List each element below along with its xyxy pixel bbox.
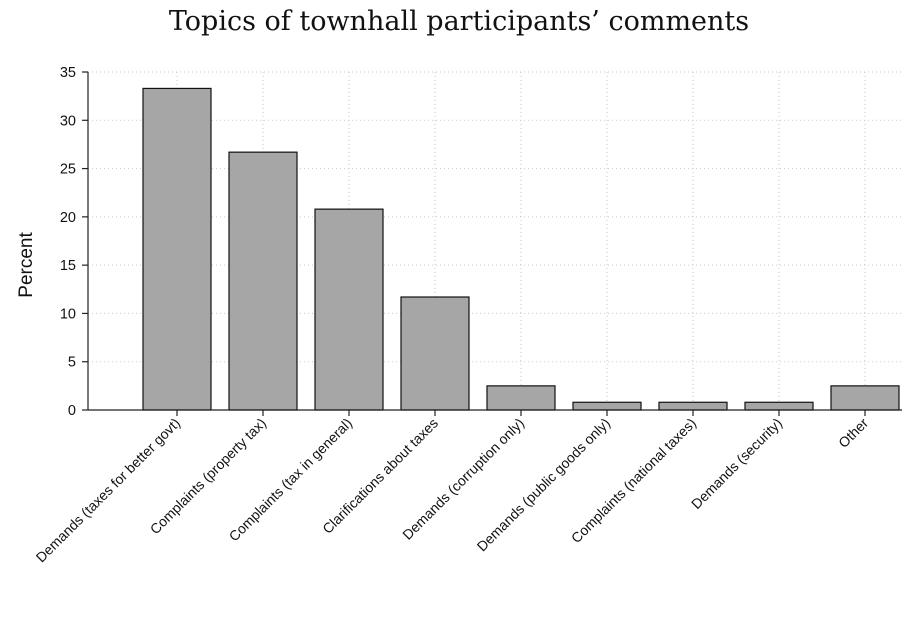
- x-tick-label: Other: [835, 415, 871, 451]
- x-tick-label: Demands (security): [688, 415, 785, 512]
- axes: [82, 71, 902, 416]
- bar: [228, 151, 298, 411]
- bar: [486, 385, 556, 411]
- y-axis-label: Percent: [16, 232, 37, 298]
- bar: [314, 208, 384, 411]
- chart-title: Topics of townhall participants’ comment…: [169, 6, 749, 37]
- bar: [658, 401, 728, 411]
- y-tick-label: 25: [60, 162, 76, 178]
- bar: [400, 296, 470, 411]
- y-tick-label: 15: [60, 258, 76, 274]
- y-tick-label: 10: [60, 306, 76, 322]
- y-tick-label: 5: [68, 355, 76, 371]
- x-tick-label: Demands (taxes for better govt): [33, 415, 184, 566]
- bar: [572, 401, 642, 411]
- bars: [142, 87, 900, 411]
- y-tick-label: 30: [60, 113, 76, 129]
- bar: [142, 87, 212, 411]
- x-tick-labels: Demands (taxes for better govt)Complaint…: [33, 415, 872, 566]
- y-tick-label: 20: [60, 210, 76, 226]
- y-tick-labels: 0 5 10 15 20 25 30 35: [60, 65, 76, 419]
- y-tick-label: 0: [68, 403, 76, 419]
- y-tick-label: 35: [60, 65, 76, 81]
- bar: [744, 401, 814, 411]
- bar: [830, 385, 900, 411]
